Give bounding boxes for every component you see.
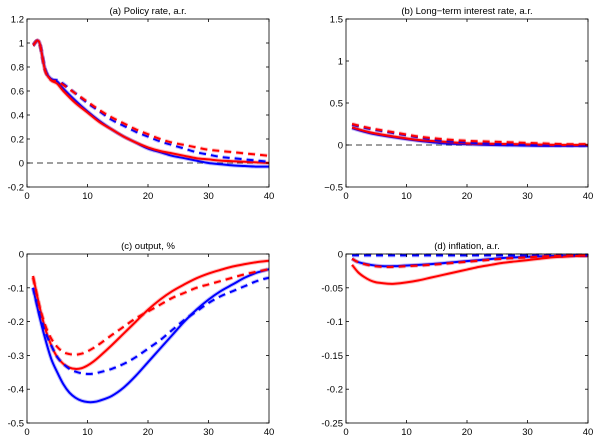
x-tick-label: 30 [203, 427, 214, 438]
x-tick-label: 0 [343, 427, 348, 438]
y-tick-label: -0.25 [321, 419, 343, 430]
y-tick-label: 1.2 [11, 15, 24, 26]
y-tick-label: -0.2 [8, 317, 24, 328]
x-tick-label: 30 [522, 427, 533, 438]
x-tick-label: 20 [462, 427, 473, 438]
y-tick-label: 1 [338, 57, 343, 68]
y-tick-label: 0 [338, 141, 343, 152]
x-tick-label: 0 [24, 427, 29, 438]
y-tick-label: -0.1 [327, 317, 343, 328]
x-tick-label: 40 [264, 427, 275, 438]
x-tick-label: 20 [143, 427, 154, 438]
panel-title: (a) Policy rate, a.r. [109, 6, 186, 17]
panel-title: (d) inflation, a.r. [434, 241, 499, 252]
series-line-halo [31, 38, 269, 165]
x-tick-label: 10 [401, 427, 412, 438]
x-tick-label: 10 [401, 191, 412, 202]
series-group [350, 254, 588, 286]
series-group [31, 258, 269, 405]
x-tick-label: 0 [24, 191, 29, 202]
y-tick-label: -0.3 [8, 351, 24, 362]
x-tick-label: 40 [264, 191, 275, 202]
y-tick-label: -0.2 [8, 183, 24, 194]
series-group [31, 38, 269, 169]
series-line-halo [31, 38, 269, 164]
x-tick-label: 40 [583, 427, 594, 438]
x-tick-label: 10 [82, 427, 93, 438]
axes-box [345, 18, 589, 188]
series-line-red-dashed [32, 268, 269, 356]
y-tick-label: -0.2 [327, 385, 343, 396]
y-tick-label: -0.1 [8, 283, 24, 294]
series-line-red-dashed [32, 39, 269, 157]
series-line-blue-solid [32, 268, 269, 404]
x-tick-label: 40 [583, 191, 594, 202]
series-line-red-solid [351, 254, 588, 285]
y-tick-label: -0.05 [321, 283, 343, 294]
y-tick-label: 0.6 [11, 87, 24, 98]
y-tick-label: 0 [19, 159, 24, 170]
y-tick-label: 0.8 [11, 63, 24, 74]
series-line-blue-dashed [351, 123, 588, 147]
series-line-red-dashed [351, 123, 588, 146]
y-tick-label: 0.2 [11, 135, 24, 146]
y-tick-label: -0.15 [321, 351, 343, 362]
y-tick-label: 0.4 [11, 111, 24, 122]
x-tick-label: 20 [143, 191, 154, 202]
x-tick-label: 0 [343, 191, 348, 202]
y-tick-label: 1.5 [330, 15, 343, 26]
x-tick-label: 30 [203, 191, 214, 202]
panel-output: (c) output, % 0 10 20 30 40 -0.5 -0.4 -0.3 -0.2 -… [8, 241, 275, 438]
y-tick-label: -0.4 [8, 385, 24, 396]
y-tick-label: 0 [19, 250, 24, 261]
series-line-blue-dashed [32, 276, 269, 376]
panel-policy-rate: (a) Policy rate, a.r. 0 10 20 30 40-0.200.20… [8, 6, 275, 202]
axes-box [345, 253, 589, 424]
series-line-red-solid [32, 39, 269, 164]
panel-inflation: (d) inflation, a.r. 0 10 20 30 40 -0.25 -0.2 -0… [321, 241, 593, 438]
panel-title: (b) Long−term interest rate, a.r. [401, 6, 532, 17]
series-line-blue-dashed [32, 39, 269, 163]
y-tick-label: −0.5 [324, 183, 343, 194]
panel-title: (c) output, % [121, 241, 175, 252]
x-tick-label: 30 [522, 191, 533, 202]
y-tick-label: 0 [338, 250, 343, 261]
y-tick-label: -0.5 [8, 419, 24, 430]
y-tick-label: 0.5 [330, 99, 343, 110]
y-tick-label: 1 [19, 39, 24, 50]
panel-long-term-interest-rate: (b) Long−term interest rate, a.r. 0 10 20 3… [324, 6, 593, 202]
x-tick-label: 20 [462, 191, 473, 202]
series-group [351, 122, 588, 148]
x-tick-label: 10 [82, 191, 93, 202]
